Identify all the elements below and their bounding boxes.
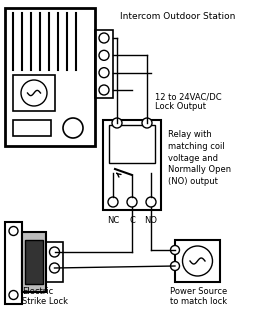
Text: 12 to 24VAC/DC
Lock Output: 12 to 24VAC/DC Lock Output: [155, 92, 222, 111]
Text: Relay with
matching coil
voltage and
Normally Open
(NO) output: Relay with matching coil voltage and Nor…: [168, 130, 231, 186]
Bar: [13, 120, 51, 136]
Circle shape: [170, 262, 180, 270]
Text: NO: NO: [144, 216, 158, 225]
Text: C: C: [129, 216, 135, 225]
Bar: [95, 30, 113, 98]
Text: Power Source
to match lock: Power Source to match lock: [170, 287, 227, 307]
Circle shape: [9, 227, 18, 236]
Circle shape: [99, 50, 109, 60]
Circle shape: [49, 247, 59, 257]
Circle shape: [170, 245, 180, 255]
Bar: [5, 8, 95, 146]
Circle shape: [99, 85, 109, 95]
Bar: [25, 240, 43, 284]
Circle shape: [49, 263, 59, 273]
Circle shape: [108, 197, 118, 207]
Circle shape: [146, 197, 156, 207]
Bar: [22, 232, 46, 292]
Circle shape: [99, 33, 109, 43]
Circle shape: [142, 118, 152, 128]
Bar: [13, 75, 55, 111]
Circle shape: [99, 68, 109, 78]
Text: Intercom Outdoor Station: Intercom Outdoor Station: [120, 12, 235, 21]
Circle shape: [112, 118, 122, 128]
Bar: [109, 125, 155, 163]
Bar: [103, 120, 161, 210]
Circle shape: [21, 80, 47, 106]
Text: Electric
Strike Lock: Electric Strike Lock: [22, 287, 68, 306]
Circle shape: [183, 246, 213, 276]
Text: NC: NC: [107, 216, 119, 225]
Bar: [5, 222, 22, 304]
Bar: [46, 242, 63, 282]
Bar: [175, 240, 220, 282]
Circle shape: [127, 197, 137, 207]
Circle shape: [9, 290, 18, 300]
Circle shape: [63, 118, 83, 138]
